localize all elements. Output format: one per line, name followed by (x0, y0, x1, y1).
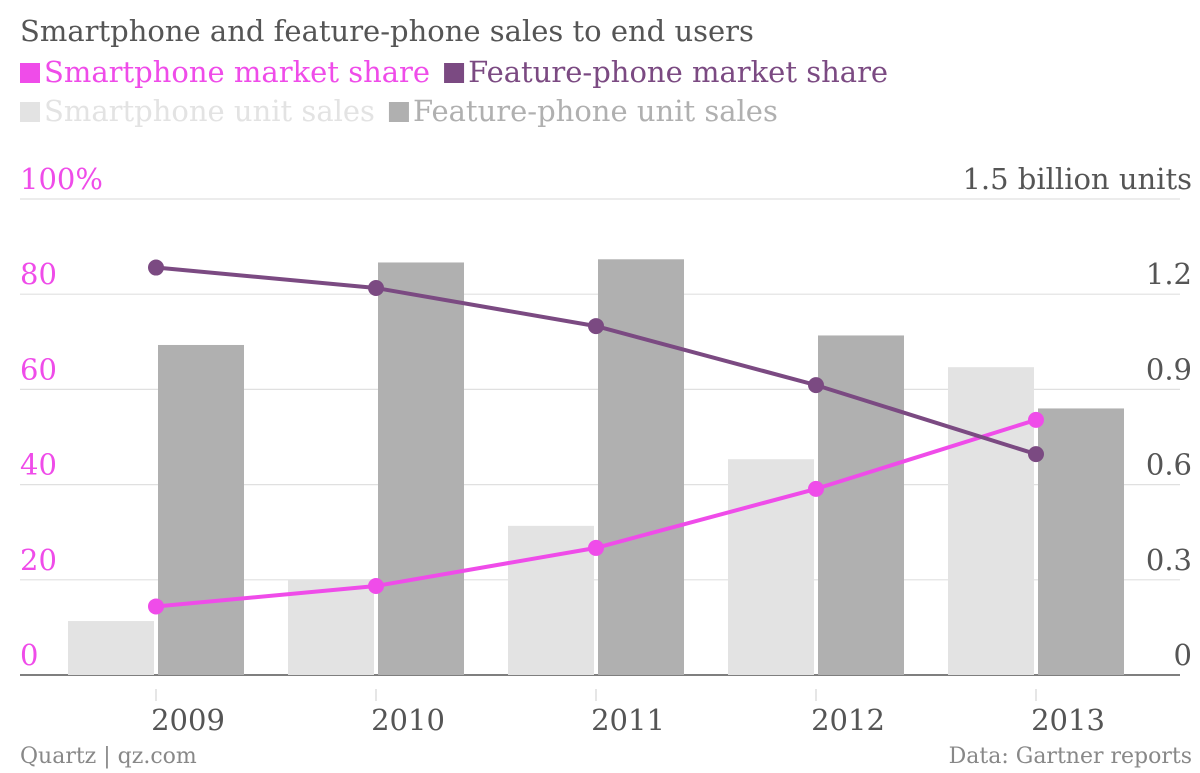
bar-feature-phone-unit-sales-2010 (378, 262, 464, 675)
legend-item-feature-phone-market-share: Feature-phone market share (444, 55, 888, 89)
point-smartphone-market-share-2013 (1028, 411, 1044, 428)
legend-label: Feature-phone market share (468, 55, 888, 89)
legend-swatch (20, 102, 40, 122)
chart-title: Smartphone and feature-phone sales to en… (20, 14, 754, 48)
point-feature-phone-market-share-2011 (588, 318, 604, 335)
bar-feature-phone-unit-sales-2009 (158, 344, 244, 675)
right-tick-label: 0.9 (1146, 352, 1192, 386)
point-smartphone-market-share-2011 (588, 539, 604, 556)
legend-item-smartphone-unit-sales: Smartphone unit sales (20, 94, 375, 128)
left-tick-label: 40 (20, 448, 57, 482)
right-tick-label: 1.2 (1146, 257, 1192, 291)
point-feature-phone-market-share-2010 (368, 280, 384, 297)
lines-layer (148, 259, 1044, 615)
legend-label: Smartphone market share (44, 55, 430, 89)
left-tick-label: 0 (20, 638, 38, 672)
left-tick-label: 100% (20, 162, 103, 196)
bar-feature-phone-unit-sales-2013 (1038, 408, 1124, 675)
point-smartphone-market-share-2010 (368, 577, 384, 594)
left-axis: 0 20 40 60 80 100% (20, 162, 103, 672)
bar-smartphone-unit-sales-2009 (68, 621, 154, 675)
right-axis: 0 0.3 0.6 0.9 1.2 1.5 billion units (962, 162, 1192, 672)
legend-swatch (388, 102, 409, 122)
x-tick-label: 2011 (591, 703, 665, 737)
right-tick-label: 0.6 (1146, 448, 1192, 482)
x-axis: 2009 2010 2011 2012 2013 (151, 689, 1105, 737)
bar-smartphone-unit-sales-2013 (948, 367, 1034, 675)
x-tick-label: 2012 (811, 703, 885, 737)
bar-feature-phone-unit-sales-2012 (818, 335, 904, 675)
legend-item-smartphone-market-share: Smartphone market share (20, 55, 430, 89)
x-tick-label: 2009 (151, 703, 225, 737)
left-tick-label: 80 (20, 257, 57, 291)
legend: Smartphone market share Feature-phone mar… (20, 55, 888, 128)
left-tick-label: 20 (20, 543, 57, 577)
bar-smartphone-unit-sales-2011 (508, 525, 594, 675)
legend-label: Feature-phone unit sales (413, 94, 778, 128)
data-source-note: Data: Gartner reports (949, 744, 1192, 769)
right-tick-label: 1.5 billion units (962, 162, 1192, 196)
point-smartphone-market-share-2012 (808, 480, 824, 497)
x-tick-label: 2010 (371, 703, 445, 737)
legend-label: Smartphone unit sales (44, 94, 375, 128)
legend-swatch (20, 63, 40, 83)
point-feature-phone-market-share-2009 (148, 259, 164, 276)
legend-swatch (444, 63, 465, 83)
source-credit: Quartz | qz.com (20, 744, 197, 769)
right-tick-label: 0.3 (1146, 543, 1192, 577)
point-feature-phone-market-share-2012 (808, 377, 824, 394)
x-tick-label: 2013 (1031, 703, 1105, 737)
right-tick-label: 0 (1174, 638, 1192, 672)
bar-feature-phone-unit-sales-2011 (598, 259, 684, 675)
point-feature-phone-market-share-2013 (1028, 446, 1044, 463)
left-tick-label: 60 (20, 352, 57, 386)
legend-item-feature-phone-unit-sales: Feature-phone unit sales (388, 94, 778, 128)
point-smartphone-market-share-2009 (148, 598, 164, 615)
bar-smartphone-unit-sales-2010 (288, 579, 374, 675)
